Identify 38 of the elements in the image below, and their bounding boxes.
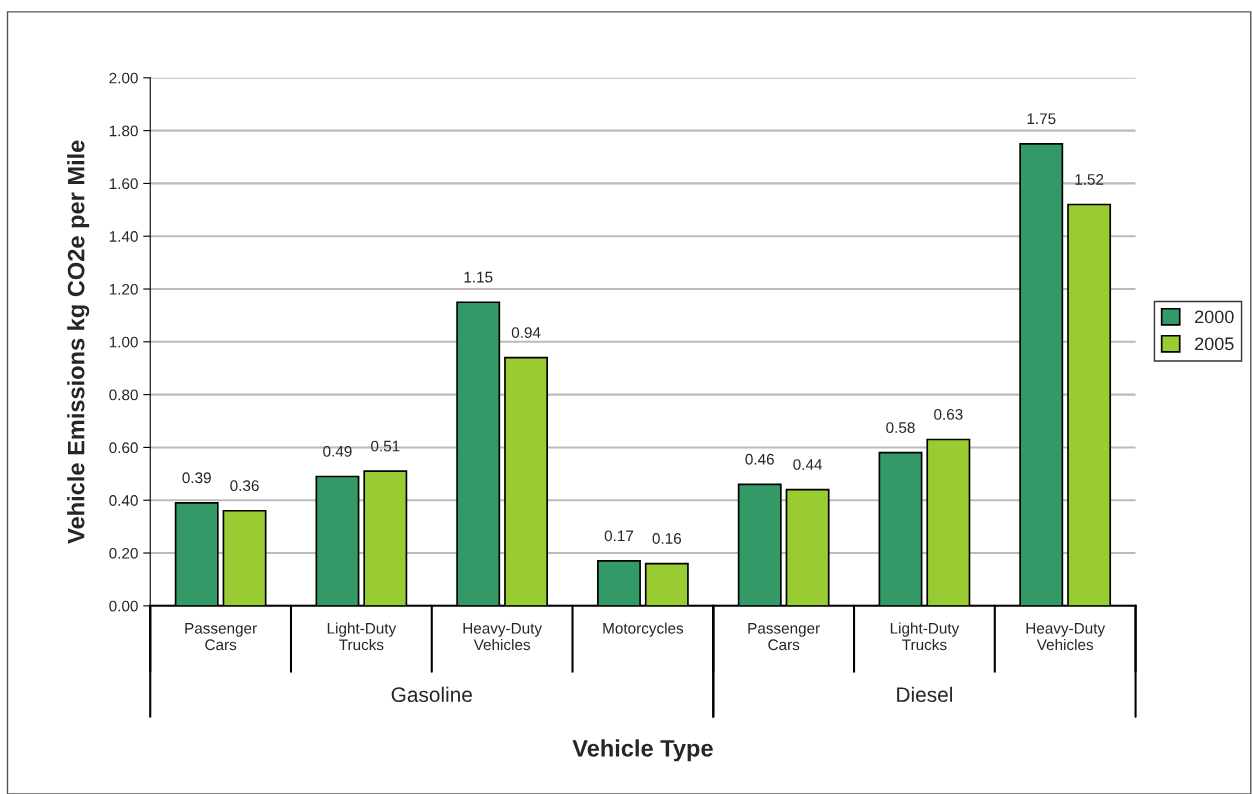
y-tick-label: 0.40	[109, 495, 138, 506]
x-tick-label: Passenger Cars	[185, 623, 257, 651]
data-label: 0.44	[793, 459, 823, 470]
y-tick-label: 1.40	[109, 231, 138, 242]
data-label: 0.46	[745, 453, 774, 465]
x-tick-label: Light-Duty Trucks	[327, 622, 397, 651]
data-label: 0.51	[371, 440, 400, 452]
text: Gasoline	[391, 686, 472, 703]
y-tick-label: 0.20	[109, 547, 138, 559]
legend-label: 2000	[1195, 310, 1234, 324]
data-label: 0.58	[886, 422, 915, 434]
data-label: 0.39	[182, 472, 211, 484]
y-tick-label: 1.80	[109, 125, 138, 137]
data-label: 1.75	[1027, 113, 1056, 125]
y-tick-label: 0.80	[109, 389, 138, 401]
y-tick-label: 0.60	[109, 442, 138, 454]
y-tick-label: 1.60	[109, 178, 138, 190]
legend-label: 2005	[1195, 337, 1234, 351]
data-label: 0.63	[934, 408, 963, 420]
text: Diesel	[897, 686, 952, 703]
x-tick-label: Passenger Cars	[748, 623, 820, 651]
data-label: 0.49	[323, 445, 352, 457]
y-tick-label: 0.00	[109, 600, 138, 612]
x-tick-label: Heavy-Duty Vehicles	[463, 623, 543, 651]
data-label: 1.15	[464, 271, 493, 283]
data-label: 0.17	[604, 530, 634, 542]
y-tick-label: 2.00	[109, 72, 138, 84]
y-tick-label: 1.20	[109, 283, 138, 295]
y-axis-title: Vehicle Emissions kg CO2e per Mile	[67, 140, 90, 544]
x-tick-label: Heavy-Duty Vehicles	[1026, 623, 1106, 651]
x-axis-title: Vehicle Type	[572, 739, 713, 762]
data-label: 0.16	[652, 533, 682, 544]
data-label: 0.36	[230, 480, 259, 492]
data-label: 0.94	[511, 327, 541, 338]
y-tick-label: 1.00	[109, 336, 138, 348]
x-tick-label: Motorcycles	[603, 622, 684, 637]
x-tick-label: Light-Duty Trucks	[890, 622, 960, 651]
data-label: 1.52	[1075, 174, 1104, 185]
